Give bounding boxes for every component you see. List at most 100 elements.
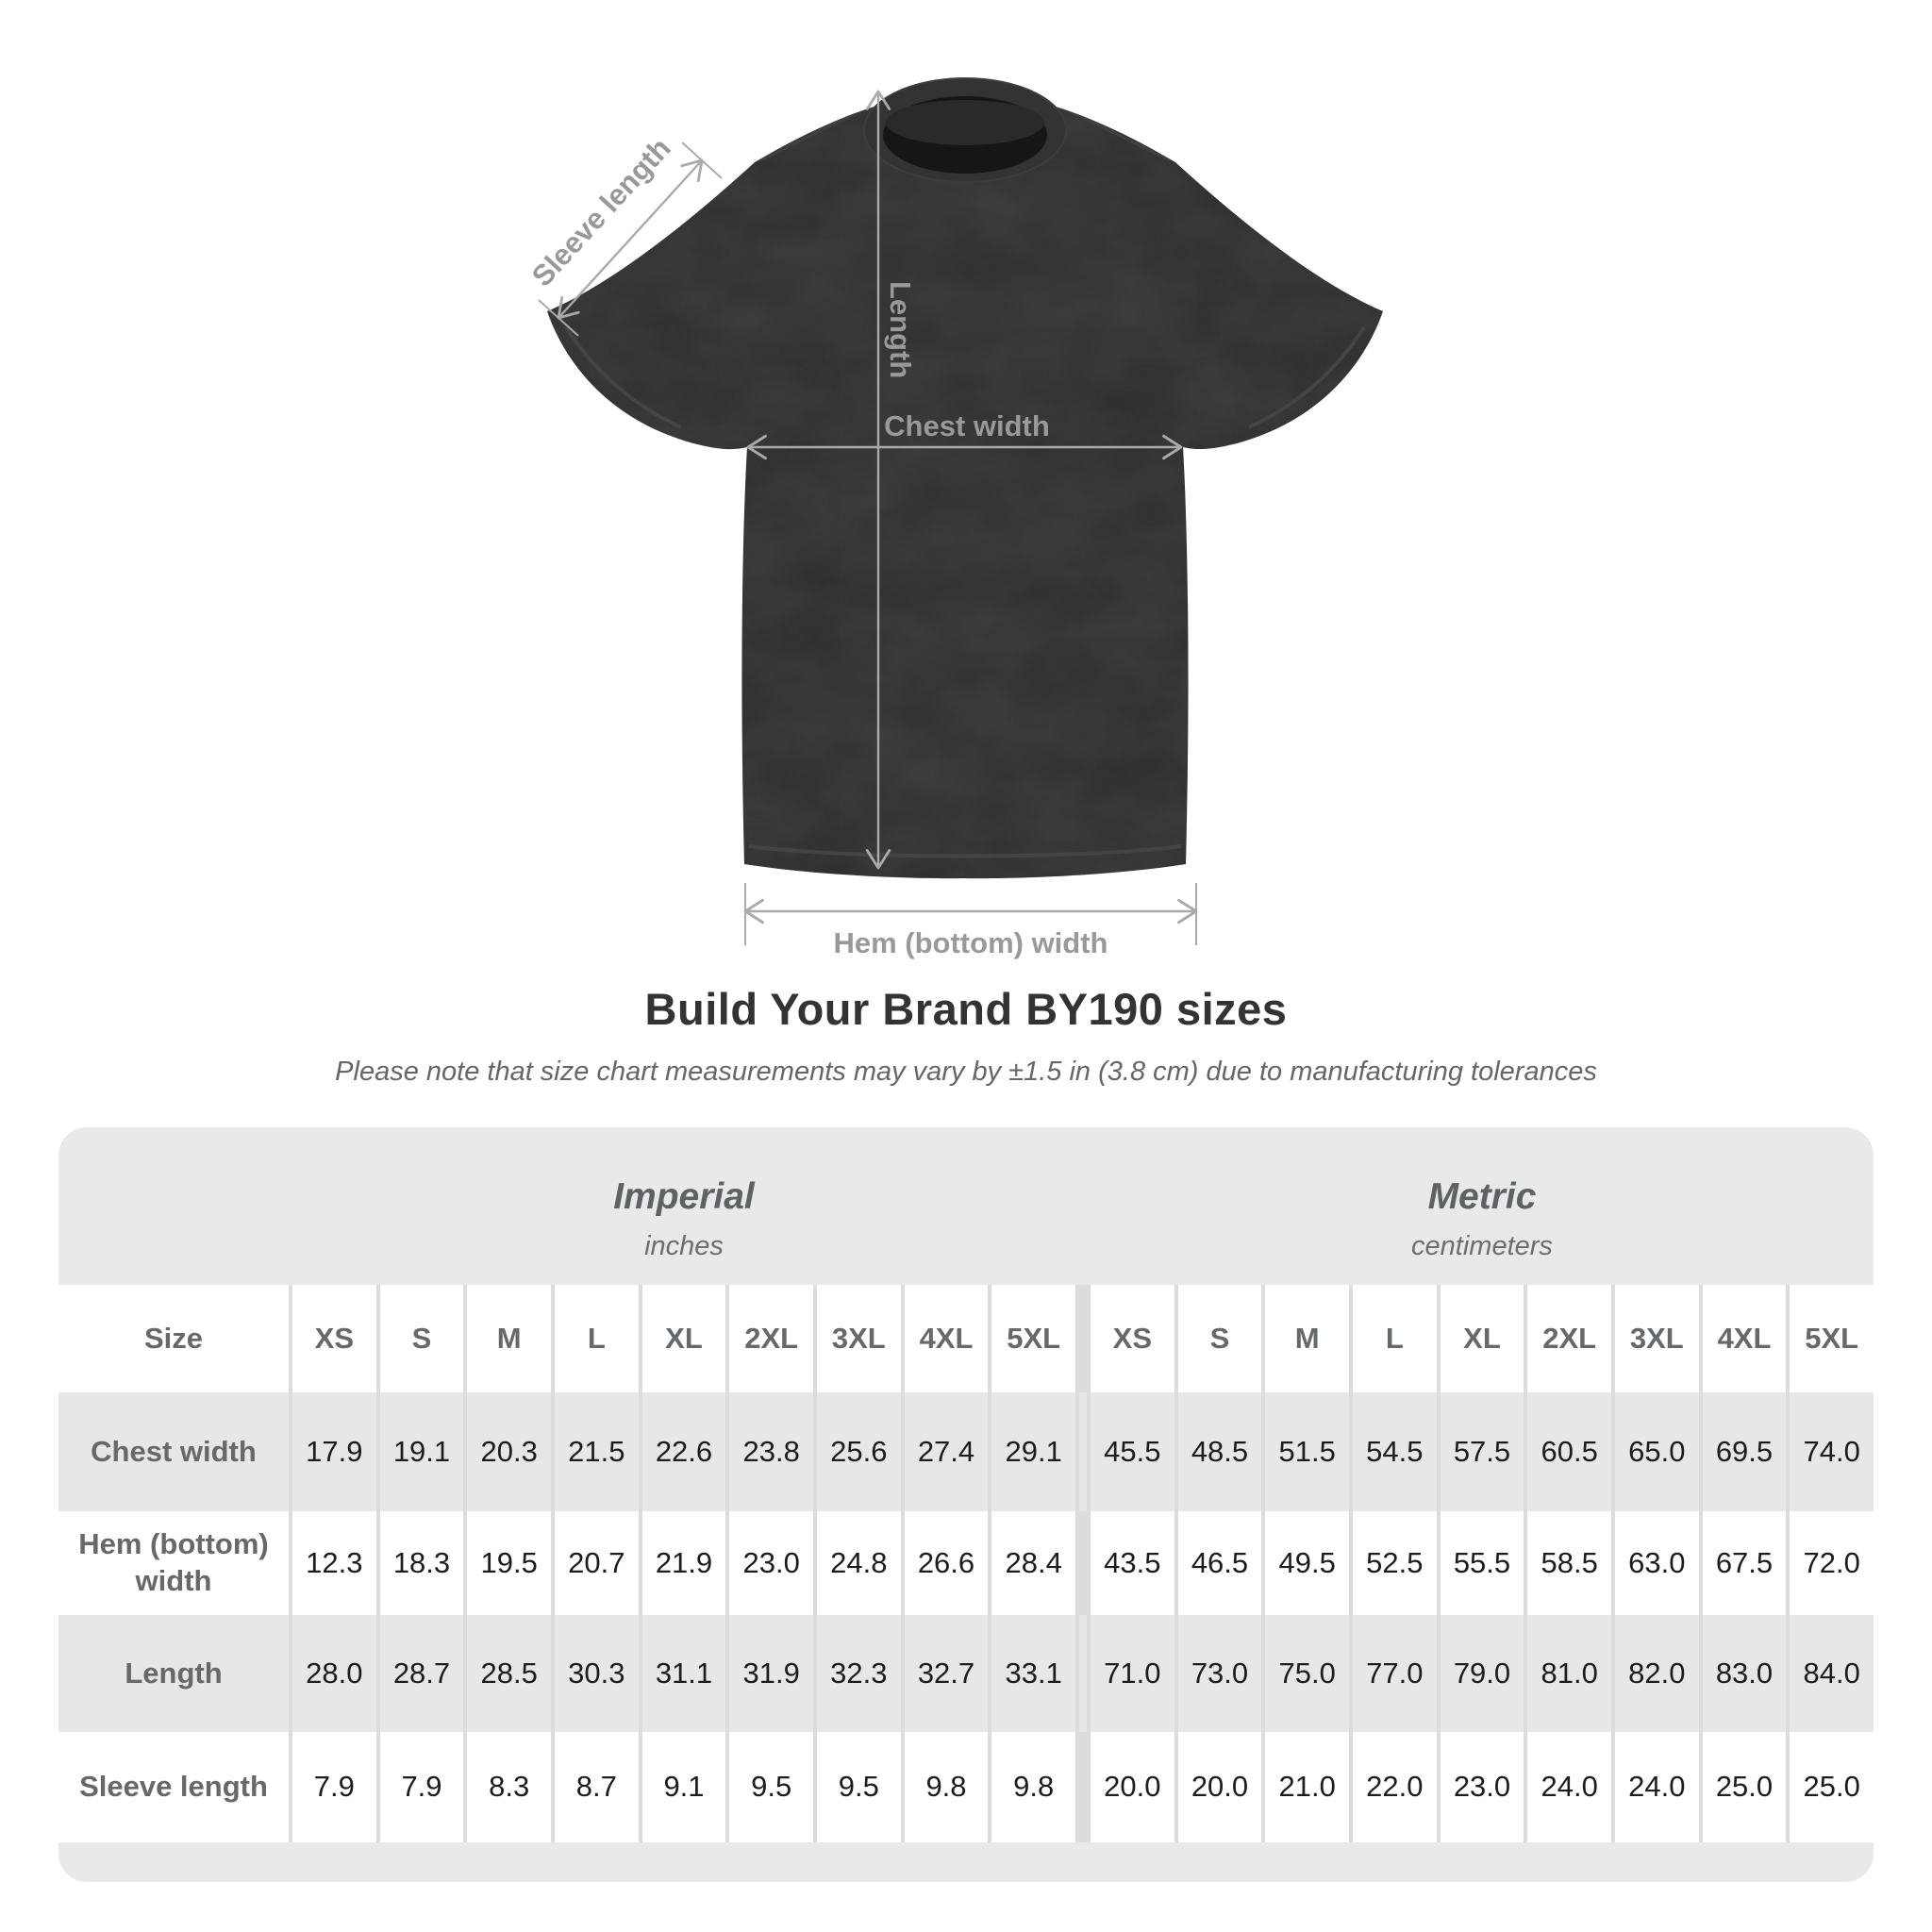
value-cell-imperial: 22.6 <box>641 1392 726 1511</box>
column-header-imperial-m: M <box>467 1285 551 1392</box>
tshirt-measurement-diagram: Sleeve length Length Chest width Hem (bo… <box>525 77 1383 959</box>
column-header-metric-m: M <box>1265 1285 1349 1392</box>
value-cell-imperial: 23.8 <box>729 1392 813 1511</box>
size-table: Size XS S M L XL 2XL 3XL 4XL 5XL XS S M L XL 2XL 3XL 4XL 5… <box>58 1285 1874 1842</box>
row-label: Length <box>58 1615 289 1732</box>
value-cell-metric: 49.5 <box>1265 1511 1349 1615</box>
value-cell-metric: 71.0 <box>1090 1615 1174 1732</box>
value-cell-metric: 25.0 <box>1702 1732 1787 1842</box>
value-cell-imperial: 12.3 <box>292 1511 376 1615</box>
value-cell-metric: 25.0 <box>1790 1732 1874 1842</box>
panel-footer <box>58 1842 1874 1882</box>
value-cell-metric: 20.0 <box>1177 1732 1262 1842</box>
value-cell-imperial: 9.5 <box>816 1732 901 1842</box>
column-header-imperial-s: S <box>379 1285 464 1392</box>
metric-unit-label: centimeters <box>1411 1231 1553 1261</box>
value-cell-metric: 74.0 <box>1790 1392 1874 1511</box>
value-cell-metric: 21.0 <box>1265 1732 1349 1842</box>
value-cell-metric: 82.0 <box>1614 1615 1699 1732</box>
hem-width-label: Hem (bottom) width <box>833 926 1108 959</box>
value-cell-imperial: 9.8 <box>991 1732 1075 1842</box>
value-cell-imperial: 24.8 <box>816 1511 901 1615</box>
unit-divider <box>1079 1285 1087 1392</box>
value-cell-imperial: 7.9 <box>379 1732 464 1842</box>
value-cell-imperial: 27.4 <box>904 1392 989 1511</box>
length-label: Length <box>884 281 917 378</box>
imperial-title: Imperial <box>613 1176 755 1217</box>
sleeve-arrow-tick-top <box>681 142 723 179</box>
value-cell-imperial: 9.5 <box>729 1732 813 1842</box>
column-header-imperial-2xl: 2XL <box>729 1285 813 1392</box>
value-cell-imperial: 31.1 <box>641 1615 726 1732</box>
imperial-unit-group: Imperial inches <box>292 1127 1075 1285</box>
column-header-metric-2xl: 2XL <box>1527 1285 1611 1392</box>
value-cell-metric: 48.5 <box>1177 1392 1262 1511</box>
value-cell-imperial: 7.9 <box>292 1732 376 1842</box>
sleeve-arrow-tick-bottom <box>538 299 579 337</box>
value-cell-metric: 57.5 <box>1440 1392 1524 1511</box>
unit-divider <box>1079 1511 1087 1615</box>
value-cell-metric: 23.0 <box>1440 1732 1524 1842</box>
value-cell-metric: 63.0 <box>1614 1511 1699 1615</box>
imperial-unit-label: inches <box>644 1231 724 1261</box>
value-cell-imperial: 9.1 <box>641 1732 726 1842</box>
value-cell-metric: 73.0 <box>1177 1615 1262 1732</box>
value-cell-metric: 83.0 <box>1702 1615 1787 1732</box>
value-cell-metric: 72.0 <box>1790 1511 1874 1615</box>
column-header-imperial-3xl: 3XL <box>816 1285 901 1392</box>
tolerance-note: Please note that size chart measurements… <box>335 1057 1597 1087</box>
sleeve-length-arrow <box>557 158 704 320</box>
column-header-imperial-5xl: 5XL <box>991 1285 1075 1392</box>
value-cell-metric: 75.0 <box>1265 1615 1349 1732</box>
value-cell-imperial: 33.1 <box>991 1615 1075 1732</box>
value-cell-metric: 81.0 <box>1527 1615 1611 1732</box>
column-header-imperial-l: L <box>554 1285 639 1392</box>
value-cell-imperial: 26.6 <box>904 1511 989 1615</box>
value-cell-imperial: 25.6 <box>816 1392 901 1511</box>
value-cell-imperial: 18.3 <box>379 1511 464 1615</box>
value-cell-metric: 65.0 <box>1614 1392 1699 1511</box>
unit-header: Imperial inches Metric centimeters <box>58 1127 1874 1285</box>
column-header-imperial-xs: XS <box>292 1285 376 1392</box>
value-cell-imperial: 21.5 <box>554 1392 639 1511</box>
value-cell-metric: 51.5 <box>1265 1392 1349 1511</box>
value-cell-imperial: 32.7 <box>904 1615 989 1732</box>
value-cell-metric: 58.5 <box>1527 1511 1611 1615</box>
column-header-metric-xl: XL <box>1440 1285 1524 1392</box>
value-cell-imperial: 28.7 <box>379 1615 464 1732</box>
table-row: Length 28.0 28.7 28.5 30.3 31.1 31.9 32.3 32.7 33… <box>58 1615 1874 1732</box>
value-cell-imperial: 31.9 <box>729 1615 813 1732</box>
value-cell-metric: 46.5 <box>1177 1511 1262 1615</box>
column-header-metric-xs: XS <box>1090 1285 1174 1392</box>
column-header-metric-4xl: 4XL <box>1702 1285 1787 1392</box>
chest-width-label: Chest width <box>884 409 1050 442</box>
size-chart-panel: Imperial inches Metric centimeters Size X… <box>58 1127 1874 1882</box>
value-cell-metric: 20.0 <box>1090 1732 1174 1842</box>
collar <box>863 77 1067 183</box>
column-header-metric-3xl: 3XL <box>1614 1285 1699 1392</box>
value-cell-imperial: 28.0 <box>292 1615 376 1732</box>
value-cell-imperial: 20.3 <box>467 1392 551 1511</box>
value-cell-imperial: 30.3 <box>554 1615 639 1732</box>
row-label: Sleeve length <box>58 1732 289 1842</box>
value-cell-imperial: 9.8 <box>904 1732 989 1842</box>
value-cell-imperial: 32.3 <box>816 1615 901 1732</box>
value-cell-imperial: 8.3 <box>467 1732 551 1842</box>
unit-divider <box>1078 1392 1087 1511</box>
value-cell-imperial: 20.7 <box>554 1511 639 1615</box>
value-cell-metric: 52.5 <box>1352 1511 1437 1615</box>
table-row: Hem (bottom) width 12.3 18.3 19.5 20.7 21.9 23… <box>58 1511 1874 1615</box>
row-header-size: Size <box>58 1285 289 1392</box>
value-cell-imperial: 28.4 <box>991 1511 1075 1615</box>
table-row: Chest width 17.9 19.1 20.3 21.5 22.6 23.8 25.6 2… <box>58 1392 1874 1511</box>
size-header-row: Size XS S M L XL 2XL 3XL 4XL 5XL XS S M L XL 2XL 3XL 4XL 5… <box>58 1285 1874 1392</box>
page-title: Build Your Brand BY190 sizes <box>644 984 1288 1034</box>
column-header-imperial-4xl: 4XL <box>904 1285 989 1392</box>
value-cell-metric: 69.5 <box>1702 1392 1787 1511</box>
value-cell-metric: 45.5 <box>1090 1392 1174 1511</box>
value-cell-metric: 67.5 <box>1702 1511 1787 1615</box>
measurement-annotations <box>538 90 1198 945</box>
value-cell-metric: 77.0 <box>1352 1615 1437 1732</box>
unit-divider <box>1079 1732 1087 1842</box>
